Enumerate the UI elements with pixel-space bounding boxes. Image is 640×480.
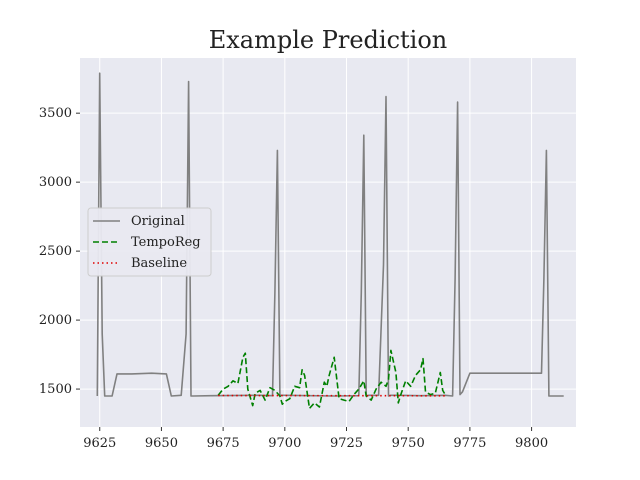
y-tick-label: 1500	[39, 382, 72, 397]
y-tick-label: 3500	[39, 106, 72, 121]
x-tick-label: 9800	[515, 436, 548, 451]
series-layer	[96, 72, 564, 410]
x-tick-label: 9675	[207, 436, 240, 451]
legend-box	[87, 207, 212, 277]
x-axis: 9625 9650 9675 9700 9725 9750 9775 9800	[83, 427, 548, 451]
legend: Original TempoReg Baseline	[87, 207, 212, 277]
y-tick-label: 2500	[39, 244, 72, 259]
legend-label-original: Original	[131, 214, 185, 229]
x-tick-label: 9650	[145, 436, 178, 451]
x-tick-label: 9725	[330, 436, 363, 451]
x-tick-label: 9700	[268, 436, 301, 451]
y-axis: 1500 2000 2500 3000 3500	[39, 106, 80, 397]
legend-label-temporeg: TempoReg	[131, 235, 201, 250]
series-line-original	[96, 72, 564, 397]
chart-title: Example Prediction	[209, 26, 448, 54]
x-tick-label: 9775	[453, 436, 486, 451]
x-tick-label: 9750	[392, 436, 425, 451]
y-tick-label: 2000	[39, 313, 72, 328]
series-line-temporeg	[217, 349, 446, 410]
x-tick-label: 9625	[83, 436, 116, 451]
y-tick-label: 3000	[39, 175, 72, 190]
legend-label-baseline: Baseline	[131, 256, 187, 271]
